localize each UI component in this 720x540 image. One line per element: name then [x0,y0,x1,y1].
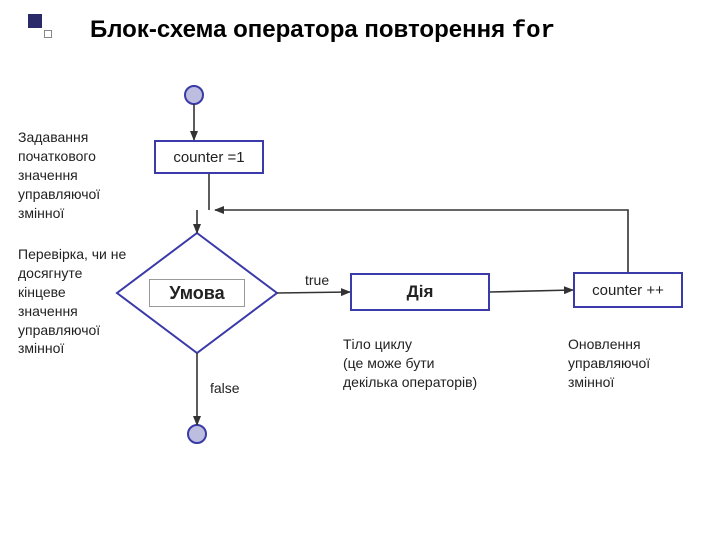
condition-label-box: Умова [149,279,245,307]
update-node: counter ++ [573,272,683,308]
annotation-body: Тіло циклу(це може бутидекілька оператор… [343,335,477,392]
annotation-init: Задаванняпочатковогозначенняуправляючоїз… [18,128,100,222]
body-node: Дія [350,273,490,311]
init-node: counter =1 [154,140,264,174]
annotation-condition: Перевірка, чи недосягнутекінцевезначення… [18,245,126,358]
false-label: false [210,380,240,396]
update-label: counter ++ [592,282,664,299]
annotation-update: Оновленняуправляючоїзмінної [568,335,650,392]
init-label: counter =1 [173,149,244,166]
condition-label: Умова [169,283,224,304]
true-label: true [305,272,329,288]
body-label: Дія [407,282,434,302]
